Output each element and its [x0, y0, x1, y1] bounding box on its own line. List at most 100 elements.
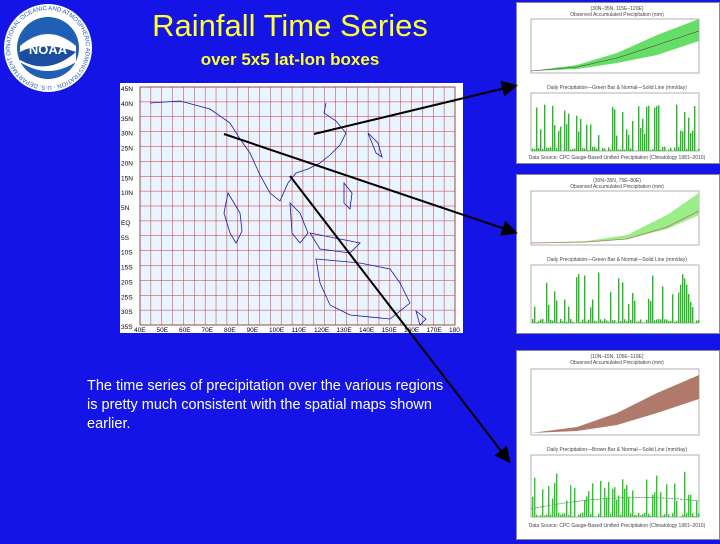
precip-bar	[550, 147, 551, 151]
precip-bar	[620, 150, 621, 151]
precip-bar	[644, 134, 645, 151]
timeseries-chart-3: (10N–15N, 105E–110E) Observed Accumulate…	[517, 351, 719, 539]
precip-bar	[626, 129, 627, 151]
lon-label: 150E	[382, 327, 398, 333]
precip-bar	[694, 516, 695, 517]
lon-label: 60E	[179, 327, 191, 333]
precip-bar	[676, 321, 677, 323]
precip-bar	[688, 495, 689, 517]
precip-bar	[688, 294, 689, 323]
precip-bar	[654, 492, 655, 517]
precip-bar	[658, 105, 659, 151]
precip-bar	[600, 481, 601, 517]
precip-bar	[580, 322, 581, 323]
precip-bar	[692, 307, 693, 323]
precip-bar	[534, 478, 535, 517]
precip-bar	[588, 320, 589, 323]
precip-bar	[648, 514, 649, 517]
precip-bar	[660, 492, 661, 517]
panel-top-title: Observed Accumulated Precipitation (mm)	[570, 360, 664, 366]
timeseries-chart-2: (30N–35N, 75E–80E) Observed Accumulated …	[517, 175, 719, 333]
precip-bar	[692, 131, 693, 151]
precip-bar	[610, 150, 611, 151]
precip-bar	[554, 483, 555, 517]
precip-bar	[656, 106, 657, 151]
precip-bar	[646, 320, 647, 323]
lon-label: 180	[449, 327, 460, 333]
lat-label: 45N	[121, 86, 133, 93]
precip-bar	[544, 105, 545, 151]
precip-bar	[652, 276, 653, 323]
precip-bar	[568, 307, 569, 323]
precip-bar	[544, 515, 545, 517]
precip-bar	[614, 320, 615, 323]
lon-label: 50E	[157, 327, 169, 333]
precip-bar	[546, 283, 547, 323]
precip-bar	[642, 119, 643, 151]
precip-bar	[638, 321, 639, 323]
panel-top-title: Observed Accumulated Precipitation (mm)	[570, 184, 664, 190]
precip-bar	[674, 322, 675, 323]
precip-bar	[620, 515, 621, 517]
lat-label: 30S	[121, 309, 133, 316]
precip-bar	[572, 516, 573, 517]
precip-bar	[624, 150, 625, 151]
precip-bar	[610, 514, 611, 517]
precip-bar	[614, 109, 615, 151]
lat-label: 30N	[121, 131, 133, 138]
precip-bar	[592, 300, 593, 323]
precip-bar	[636, 322, 637, 323]
panel-source: Data Source: CPC Gauge-Based Unified Pre…	[529, 523, 706, 529]
precip-bar	[584, 276, 585, 323]
lat-label: 20N	[121, 160, 133, 167]
precip-bar	[598, 514, 599, 517]
precip-bar	[662, 147, 663, 151]
lat-label: 35S	[121, 324, 133, 331]
precip-bar	[568, 515, 569, 517]
precip-bar	[570, 150, 571, 151]
precip-bar	[698, 149, 699, 151]
precip-bar	[574, 488, 575, 517]
lon-label: 70E	[202, 327, 214, 333]
precip-bar	[576, 116, 577, 151]
lon-label: 160E	[404, 327, 420, 333]
precip-bar	[590, 124, 591, 151]
precip-bar	[648, 299, 649, 323]
precip-bar	[594, 321, 595, 323]
precip-bar	[586, 496, 587, 517]
precip-bar	[570, 485, 571, 517]
lat-label: 15N	[121, 175, 133, 182]
precip-bar	[660, 319, 661, 323]
precip-bar	[672, 513, 673, 517]
precip-bar	[602, 516, 603, 517]
timeseries-chart-1: (30N–35N, 115E–120E) Observed Accumulate…	[517, 3, 719, 163]
asia-map: 45N40N35N30N25N20N15N10N5NEQ5S10S15S20S2…	[120, 83, 463, 333]
precip-bar	[540, 319, 541, 323]
precip-bar	[548, 305, 549, 323]
precip-bar	[572, 149, 573, 151]
precip-bar	[558, 322, 559, 323]
precip-bar	[682, 131, 683, 151]
precip-bar	[590, 514, 591, 517]
slide-title: Rainfall Time Series	[100, 8, 480, 44]
precip-bar	[630, 513, 631, 517]
precip-bar	[680, 516, 681, 517]
precip-bar	[690, 302, 691, 323]
precip-bar	[640, 515, 641, 517]
precip-bar	[582, 148, 583, 151]
precip-bar	[562, 513, 563, 517]
lat-label: EQ	[121, 220, 130, 227]
precip-bar	[578, 514, 579, 517]
precip-bar	[538, 516, 539, 517]
precip-bar	[608, 147, 609, 151]
precip-bar	[554, 291, 555, 323]
precip-bar	[646, 480, 647, 517]
precip-bar	[654, 108, 655, 151]
precip-bar	[622, 282, 623, 323]
precip-bar	[650, 516, 651, 517]
lon-label: 100E	[269, 327, 285, 333]
precip-bar	[648, 106, 649, 151]
precip-bar	[564, 111, 565, 151]
precip-bar	[532, 148, 533, 151]
precip-bar	[544, 322, 545, 323]
